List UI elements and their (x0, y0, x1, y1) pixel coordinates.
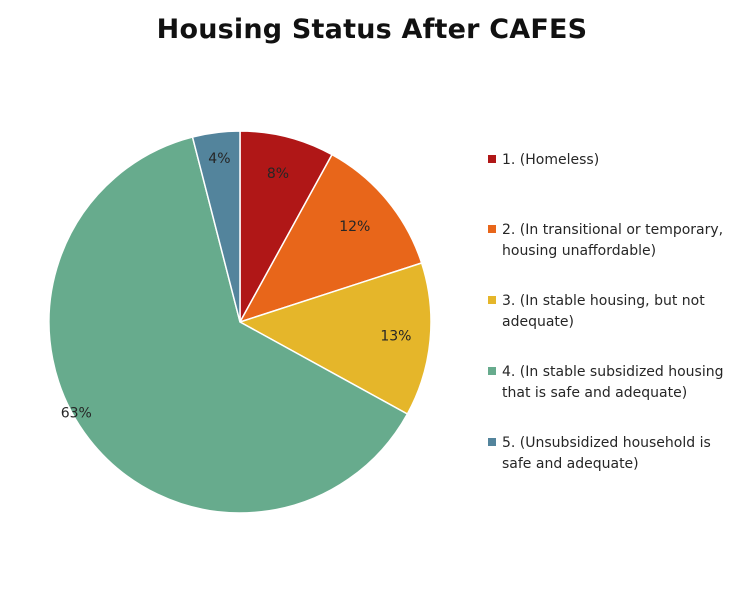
pie-slice-2 (239, 153, 423, 323)
legend-label: 5. (Unsubsidized household is safe and a… (502, 435, 711, 472)
chart-title: Housing Status After CAFES (156, 14, 588, 45)
slice-label-1: 8% (267, 166, 289, 182)
slice-label-5: 4% (208, 151, 230, 167)
slice-label-4: 63% (61, 405, 92, 421)
pie-slice-4 (48, 136, 409, 514)
legend-swatch (488, 296, 496, 304)
legend-swatch (488, 367, 496, 375)
pie-slice-3 (239, 262, 432, 415)
legend-label: 2. (In transitional or temporary, housin… (502, 222, 724, 259)
legend-swatch (488, 438, 496, 446)
pie-slice-5 (191, 130, 241, 323)
legend-label: 1. (Homeless) (502, 152, 600, 168)
legend-label: 3. (In stable housing, but not adequate) (502, 293, 705, 330)
slice-label-2: 12% (339, 219, 370, 235)
legend-swatch (488, 155, 496, 163)
pie-slice-1 (239, 130, 333, 323)
legend-label: 4. (In stable subsidized housing that is… (502, 364, 724, 401)
slice-label-3: 13% (380, 329, 411, 345)
legend-swatch (488, 225, 496, 233)
